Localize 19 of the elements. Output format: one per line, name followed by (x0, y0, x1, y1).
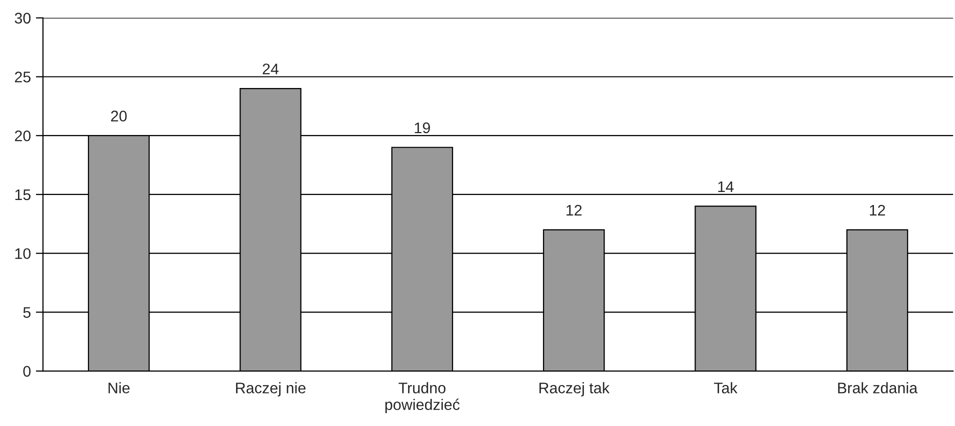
data-label: 20 (111, 110, 127, 122)
x-tick-label: Raczej nie (236, 382, 306, 396)
data-label: 19 (414, 122, 430, 134)
y-tick-label: 25 (14, 72, 31, 82)
y-tick-label: 20 (14, 130, 31, 142)
data-label: 12 (566, 204, 582, 216)
y-tick-label: 30 (14, 12, 31, 24)
data-label: 24 (262, 64, 279, 74)
y-tick-label: 10 (15, 248, 31, 260)
x-tick-label: Nie (108, 382, 130, 394)
x-tick-label: Brak zdania (838, 382, 918, 394)
data-label: 12 (870, 204, 885, 216)
x-tick-label: Raczej tak (539, 382, 610, 396)
y-tick-label: 15 (15, 189, 31, 200)
y-tick-label: 5 (23, 307, 31, 318)
x-tick-label: Trudno powiedzieć (385, 382, 460, 414)
x-tick-label: Tak (714, 382, 738, 394)
data-label: 14 (718, 181, 734, 192)
y-tick-label: 0 (23, 366, 31, 377)
